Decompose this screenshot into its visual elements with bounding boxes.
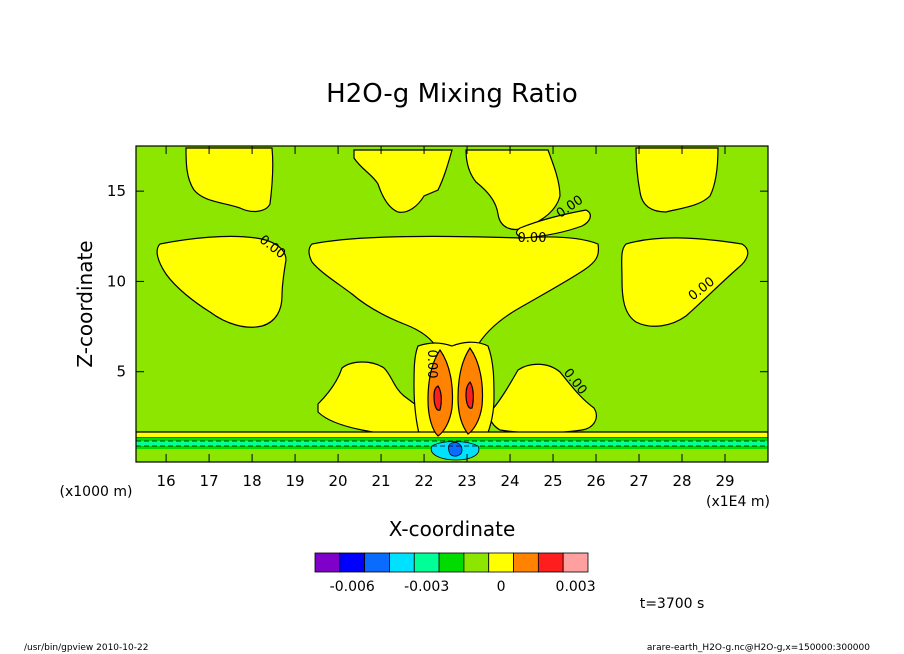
x-tick-label: 24 [500, 472, 519, 490]
y-axis: 5 10 15 [107, 182, 768, 381]
right-mid-moist-region [621, 237, 749, 327]
near-surface-band [136, 431, 768, 439]
left-red-core [433, 385, 442, 411]
lower-left-moist-region [317, 361, 427, 435]
colorbar-swatch [364, 552, 390, 573]
colorbar-swatch [513, 552, 539, 573]
y-tick-label: 5 [116, 363, 126, 381]
surface-dashed-contour [136, 440, 768, 447]
x-tick-label: 19 [286, 472, 305, 490]
x-tick-label: 22 [415, 472, 434, 490]
colorbar-swatch [463, 552, 490, 573]
x-tick-label: 20 [329, 472, 348, 490]
colorbar-tick-label: -0.003 [404, 579, 449, 595]
x-tick-label: 25 [543, 472, 562, 490]
upper-right-moist-region [635, 147, 719, 213]
contour-label-anvil: 0.00 [518, 231, 547, 246]
positive-regions [136, 147, 768, 439]
y-unit-label: (x1000 m) [60, 484, 133, 500]
x-tick-label: 18 [243, 472, 262, 490]
colorbar-tick-label: -0.006 [330, 579, 375, 595]
colorbar-swatch [438, 552, 465, 573]
footer-left: /usr/bin/gpview 2010-10-22 [24, 643, 148, 653]
colorbar-swatch [339, 552, 366, 573]
footer-right: arare-earth_H2O-g.nc@H2O-g,x=150000:3000… [647, 643, 870, 653]
upper-central-moist-region [353, 149, 453, 213]
y-tick-label: 15 [107, 182, 126, 200]
x-axis: 16 17 18 19 20 21 22 23 24 25 26 27 28 29 [157, 146, 735, 490]
right-red-core [465, 381, 474, 409]
upper-left-moist-region [185, 147, 274, 213]
x-tick-label: 21 [372, 472, 391, 490]
colorbar-swatch [488, 552, 514, 573]
x-tick-label: 17 [200, 472, 219, 490]
colorbar-swatch [537, 552, 564, 573]
orange-cores [427, 346, 484, 437]
plot-frame [135, 145, 769, 463]
x-tick-label: 29 [715, 472, 734, 490]
right-upper-lobe [515, 209, 591, 239]
x-axis-title: X-coordinate [389, 517, 516, 541]
colorbar-swatch [314, 552, 341, 573]
plot-area: 0.00 0.00 0.00 0.00 0.00 0.00 [136, 146, 768, 462]
contour-label-core: 0.00 [424, 350, 439, 379]
chart-title: H2O-g Mixing Ratio [326, 79, 578, 109]
x-tick-label: 26 [586, 472, 605, 490]
y-tick-label: 10 [107, 272, 126, 290]
x-tick-label: 28 [672, 472, 691, 490]
colorbar-swatch [413, 552, 440, 573]
left-mid-moist-region [156, 235, 287, 328]
blue-patch [448, 442, 463, 457]
y-axis-title: Z-coordinate [73, 240, 97, 367]
colorbar-tick-label: 0.003 [556, 579, 596, 595]
colorbar: -0.006 -0.003 0 0.003 [314, 552, 596, 595]
x-tick-label: 23 [458, 472, 477, 490]
negative-boundary-layer [136, 438, 768, 461]
time-label: t=3700 s [640, 596, 705, 612]
colorbar-tick-label: 0 [497, 579, 506, 595]
colorbar-swatch [389, 552, 415, 573]
x-tick-label: 27 [629, 472, 648, 490]
lower-right-moist-region [489, 363, 597, 434]
upper-central-right-moist-region [465, 149, 561, 231]
central-anvil-region [308, 235, 600, 351]
colorbar-swatch [562, 552, 589, 573]
x-tick-label: 16 [157, 472, 176, 490]
x-unit-label: (x1E4 m) [706, 494, 770, 510]
